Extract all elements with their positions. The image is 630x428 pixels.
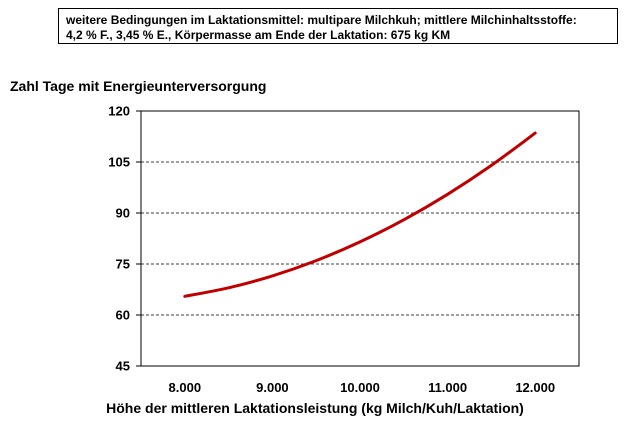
series-point — [183, 295, 186, 298]
y-tick-label: 75 — [116, 257, 130, 272]
conditions-note-box: weitere Bedingungen im Laktationsmittel:… — [58, 8, 618, 44]
gridlines — [141, 161, 579, 316]
y-tick-labels: 45 60 75 90 105 120 — [108, 104, 141, 374]
y-tick-label: 60 — [116, 308, 130, 323]
conditions-note-line-2: 4,2 % F., 3,45 % E., Körpermasse am Ende… — [66, 28, 451, 42]
series-point — [315, 259, 318, 262]
series-point — [490, 164, 493, 167]
series-point — [227, 286, 230, 289]
series-point — [402, 218, 405, 221]
x-tick-labels: 8.000 9.000 10.000 11.000 12.000 — [169, 380, 556, 395]
series-point — [534, 131, 537, 135]
plot-area-frame — [140, 110, 580, 367]
x-tick-label: 12.000 — [515, 380, 555, 395]
x-tick-label: 9.000 — [256, 380, 289, 395]
x-axis-label: Höhe der mittleren Laktationsleistung (k… — [106, 400, 524, 416]
x-tick-label: 10.000 — [340, 380, 380, 395]
y-axis-label: Zahl Tage mit Energieunterversorgung — [10, 78, 267, 94]
y-tick-label: 90 — [116, 206, 130, 221]
conditions-note-line-1: weitere Bedingungen im Laktationsmittel:… — [66, 13, 577, 27]
x-tick-label: 8.000 — [169, 380, 202, 395]
series-line — [183, 131, 537, 298]
series-point — [358, 240, 362, 244]
y-tick-label: 45 — [116, 359, 130, 374]
y-tick-label: 105 — [108, 155, 130, 170]
series-group — [183, 131, 537, 298]
series-point — [446, 193, 449, 196]
x-tick-label: 11.000 — [428, 380, 467, 395]
series-point — [271, 274, 274, 278]
y-tick-label: 120 — [108, 104, 130, 119]
